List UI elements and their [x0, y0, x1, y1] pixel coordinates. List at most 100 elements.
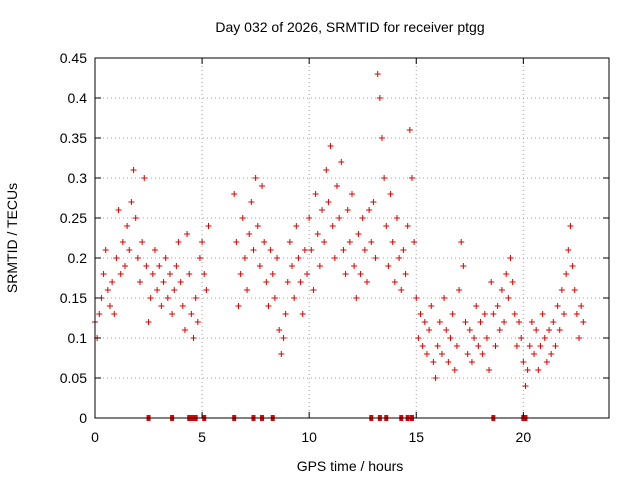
- data-point: [481, 311, 488, 317]
- data-point: [319, 207, 326, 213]
- data-point: [432, 375, 439, 381]
- data-point: [276, 327, 283, 333]
- data-point: [554, 303, 561, 309]
- data-point: [149, 271, 156, 277]
- data-point: [248, 199, 255, 205]
- data-point: [162, 255, 169, 261]
- data-point: [462, 319, 469, 325]
- data-point: [387, 191, 394, 197]
- y-tick-label: 0.4: [68, 90, 88, 106]
- data-point: [261, 239, 268, 245]
- data-point: [173, 263, 180, 269]
- data-point: [471, 335, 478, 341]
- data-point: [295, 255, 302, 261]
- data-point: [411, 239, 418, 245]
- data-point: [490, 311, 497, 317]
- data-point: [434, 343, 441, 349]
- data-point: [289, 263, 296, 269]
- data-point: [231, 191, 238, 197]
- data-point: [355, 231, 362, 237]
- data-point: [331, 255, 338, 261]
- data-point: [520, 359, 527, 365]
- data-point: [561, 311, 568, 317]
- data-point: [316, 263, 323, 269]
- data-point: [548, 351, 555, 357]
- data-point: [389, 239, 396, 245]
- data-point: [468, 359, 475, 365]
- data-point: [381, 175, 388, 181]
- data-point: [325, 199, 332, 205]
- data-point: [511, 311, 518, 317]
- data-point: [526, 343, 533, 349]
- data-point: [419, 343, 426, 349]
- data-point: [286, 239, 293, 245]
- data-point: [393, 215, 400, 221]
- data-point: [199, 239, 206, 245]
- data-point: [269, 271, 276, 277]
- data-point: [516, 319, 523, 325]
- data-point: [192, 295, 199, 301]
- data-point: [447, 335, 454, 341]
- data-point: [496, 327, 503, 333]
- data-point: [498, 287, 505, 293]
- data-point: [453, 343, 460, 349]
- data-point: [492, 343, 499, 349]
- data-point: [385, 263, 392, 269]
- data-point: [196, 255, 203, 261]
- data-point: [344, 207, 351, 213]
- data-point: [100, 271, 107, 277]
- data-point: [539, 311, 546, 317]
- data-point: [372, 255, 379, 261]
- data-point: [361, 247, 368, 253]
- data-point: [310, 287, 317, 293]
- data-point: [537, 343, 544, 349]
- data-point: [402, 271, 409, 277]
- data-point: [256, 263, 263, 269]
- data-point: [109, 279, 116, 285]
- data-point: [558, 287, 565, 293]
- data-point: [267, 247, 274, 253]
- y-tick-label: 0.1: [68, 330, 88, 346]
- data-point: [546, 327, 553, 333]
- data-point: [366, 207, 373, 213]
- data-point: [406, 127, 413, 133]
- data-point: [323, 167, 330, 173]
- data-point: [304, 271, 311, 277]
- data-point: [567, 223, 574, 229]
- y-tick-label: 0.35: [60, 130, 87, 146]
- data-point: [528, 319, 535, 325]
- data-point: [291, 295, 298, 301]
- data-point: [477, 319, 484, 325]
- data-point: [503, 271, 510, 277]
- data-point: [466, 327, 473, 333]
- data-point: [141, 175, 148, 181]
- data-point: [190, 335, 197, 341]
- data-point: [265, 303, 272, 309]
- data-point: [368, 239, 375, 245]
- data-point: [533, 327, 540, 333]
- data-point: [507, 255, 514, 261]
- grid-lines: [95, 58, 609, 418]
- y-tick-label: 0.15: [60, 290, 87, 306]
- data-point: [535, 367, 542, 373]
- data-point: [351, 263, 358, 269]
- data-point: [171, 287, 178, 293]
- data-point: [404, 223, 411, 229]
- data-point: [494, 303, 501, 309]
- data-point: [284, 279, 291, 285]
- data-point: [113, 255, 120, 261]
- data-point: [415, 335, 422, 341]
- data-point: [119, 239, 126, 245]
- data-point: [104, 287, 111, 293]
- data-point: [111, 311, 118, 317]
- data-point: [363, 279, 370, 285]
- data-point: [233, 239, 240, 245]
- data-point: [541, 335, 548, 341]
- data-point: [417, 311, 424, 317]
- data-point: [151, 247, 158, 253]
- data-point: [203, 287, 210, 293]
- data-point: [124, 223, 131, 229]
- data-point: [145, 319, 152, 325]
- data-point: [164, 295, 171, 301]
- data-point: [254, 223, 261, 229]
